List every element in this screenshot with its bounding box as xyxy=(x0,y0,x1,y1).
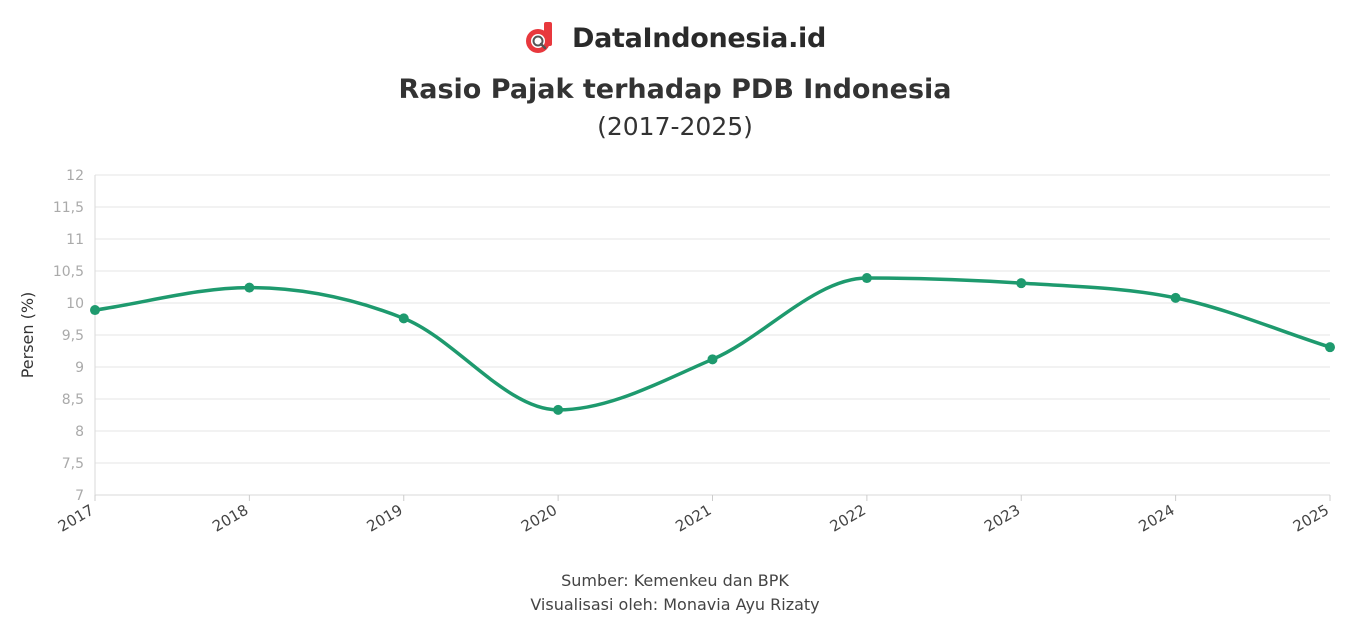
source-note: Sumber: Kemenkeu dan BPK xyxy=(561,571,789,590)
x-tick-label: 2018 xyxy=(209,501,251,536)
y-tick-label: 10 xyxy=(66,296,84,312)
chart-title: Rasio Pajak terhadap PDB Indonesia xyxy=(398,74,952,105)
x-tick-label: 2022 xyxy=(827,501,869,536)
credit-note: Visualisasi oleh: Monavia Ayu Rizaty xyxy=(530,595,820,614)
y-tick-label: 11,5 xyxy=(53,200,84,216)
y-tick-label: 7 xyxy=(75,488,84,504)
data-point xyxy=(707,354,718,365)
x-tick-label: 2025 xyxy=(1290,501,1332,536)
x-tick-label: 2017 xyxy=(55,501,97,536)
data-point xyxy=(1016,278,1027,289)
data-point xyxy=(90,305,100,316)
x-tick-label: 2024 xyxy=(1136,501,1178,536)
x-tick-label: 2019 xyxy=(364,501,406,536)
data-point xyxy=(244,282,255,293)
y-tick-label: 8 xyxy=(75,424,84,440)
y-tick-label: 9 xyxy=(75,360,84,376)
x-tick-label: 2020 xyxy=(518,501,560,536)
y-tick-label: 9,5 xyxy=(62,328,84,344)
brand-header: DataIndonesia.id xyxy=(0,18,1350,58)
y-tick-label: 8,5 xyxy=(62,392,84,408)
x-tick-label: 2021 xyxy=(672,501,714,536)
data-point xyxy=(1170,292,1181,303)
series-group xyxy=(90,273,1335,415)
y-tick-label: 7,5 xyxy=(62,456,84,472)
y-tick-label: 11 xyxy=(66,232,84,248)
gridlines xyxy=(95,174,1330,496)
data-point xyxy=(553,404,564,415)
brand-name: DataIndonesia.id xyxy=(571,22,827,54)
series-line xyxy=(94,276,1331,412)
data-point xyxy=(398,313,409,324)
x-tick-label: 2023 xyxy=(981,501,1023,536)
y-tick-label: 10,5 xyxy=(53,264,84,280)
x-axis: 2017 2018 2019 2020 2021 2022 2023 2024 2025 xyxy=(55,175,1332,536)
y-axis-ticks: 7 7,5 8 8,5 9 9,5 10 10,5 11 11,5 12 xyxy=(53,168,84,504)
chart-subtitle: (2017-2025) xyxy=(597,112,753,141)
data-point xyxy=(1325,342,1335,353)
brand-logo-icon xyxy=(525,22,552,53)
y-axis-title: Persen (%) xyxy=(18,292,37,379)
data-point xyxy=(861,273,872,284)
y-tick-label: 12 xyxy=(66,168,84,184)
